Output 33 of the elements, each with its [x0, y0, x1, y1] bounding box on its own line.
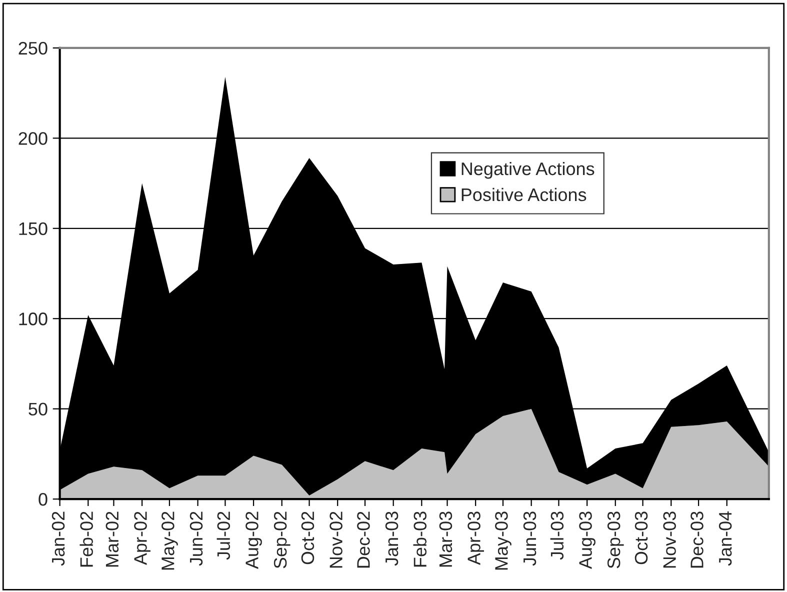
legend-label: Negative Actions	[462, 162, 594, 179]
x-tick-label: Jul-02	[216, 512, 230, 560]
x-tick-label: Jun-02	[190, 512, 203, 566]
y-tick-label: 100	[19, 312, 48, 326]
x-tick-label: Jan-03	[385, 512, 398, 566]
x-tick-label: Aug-02	[246, 512, 262, 570]
x-tick-label: Jan-04	[718, 511, 732, 566]
x-tick-label: Apr-03	[468, 512, 484, 566]
legend-label: Positive Actions	[462, 188, 586, 202]
x-tick-label: May-03	[495, 512, 512, 570]
y-tick-label: 150	[19, 222, 48, 236]
y-tick-label: 0	[38, 492, 48, 506]
x-tick-label: Mar-02	[106, 512, 119, 567]
x-tick-label: Feb-03	[413, 512, 427, 567]
x-tick-label: Oct-03	[634, 512, 648, 564]
x-tick-label: Oct-02	[301, 512, 314, 564]
x-tick-label: Mar-03	[439, 512, 452, 567]
x-tick-label: Sep-02	[274, 512, 290, 568]
x-tick-label: Sep-03	[607, 512, 624, 568]
x-tick-label: Nov-03	[663, 512, 676, 568]
x-tick-label: Jun-03	[523, 512, 536, 566]
x-tick-label: Jul-03	[550, 512, 564, 560]
y-tick-label: 200	[18, 132, 48, 145]
x-tick-label: Jan-02	[52, 512, 65, 566]
x-tick-label: Feb-02	[80, 512, 93, 567]
x-tick-label: Dec-03	[690, 512, 704, 568]
x-tick-label: May-02	[162, 512, 178, 570]
y-tick-label: 250	[18, 42, 48, 55]
x-tick-label: Apr-02	[134, 512, 150, 566]
x-tick-label: Nov-02	[330, 512, 342, 568]
x-tick-label: Dec-02	[357, 512, 370, 568]
y-tick-label: 50	[28, 402, 48, 416]
x-tick-label: Aug-03	[579, 512, 596, 570]
